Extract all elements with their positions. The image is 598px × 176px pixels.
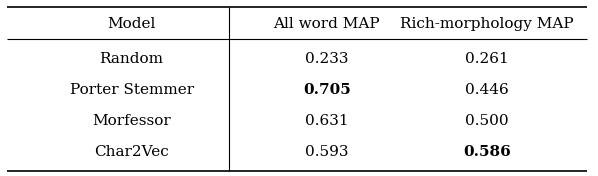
Text: All word MAP: All word MAP (273, 17, 380, 31)
Text: Char2Vec: Char2Vec (94, 145, 169, 159)
Text: Rich-morphology MAP: Rich-morphology MAP (400, 17, 573, 31)
Text: 0.593: 0.593 (305, 145, 349, 159)
Text: Porter Stemmer: Porter Stemmer (69, 83, 194, 97)
Text: 0.261: 0.261 (465, 52, 508, 65)
Text: 0.705: 0.705 (303, 83, 351, 97)
Text: 0.586: 0.586 (463, 145, 511, 159)
Text: 0.233: 0.233 (305, 52, 349, 65)
Text: Morfessor: Morfessor (92, 114, 171, 128)
Text: 0.631: 0.631 (305, 114, 349, 128)
Text: 0.446: 0.446 (465, 83, 508, 97)
Text: Model: Model (108, 17, 156, 31)
Text: 0.500: 0.500 (465, 114, 508, 128)
Text: Random: Random (100, 52, 164, 65)
